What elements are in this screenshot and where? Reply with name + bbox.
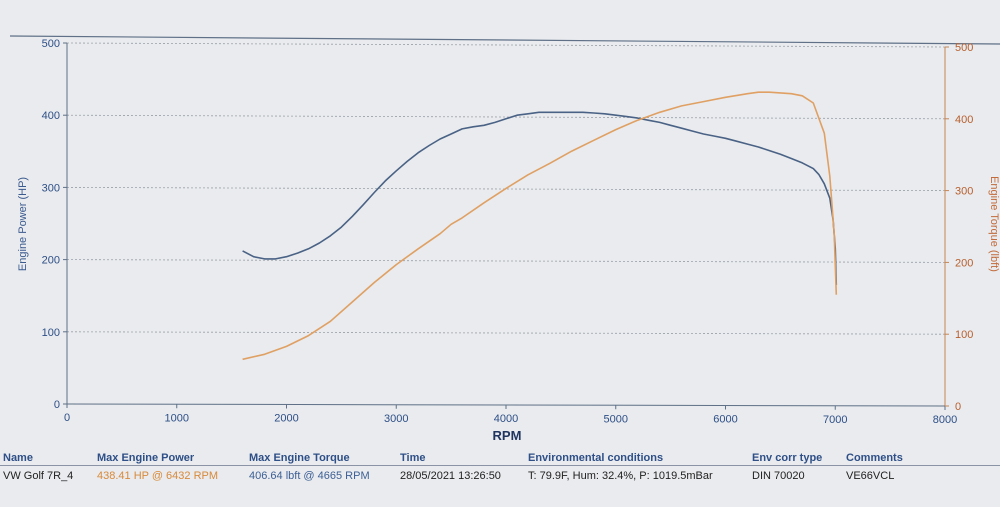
value-max-power: 438.41 HP @ 6432 RPM	[97, 470, 219, 482]
x-tick-label-5000: 5000	[604, 413, 628, 425]
y-left-tick-label-200: 200	[42, 255, 60, 267]
y-left-tick-label-100: 100	[42, 327, 60, 339]
y-left-tick-label-300: 300	[42, 182, 60, 194]
header-comments: Comments	[846, 452, 903, 464]
grid-line-100	[66, 331, 946, 335]
x-tick-labels: 0 1000 2000 3000 4000 5000 6000 7000 8000	[64, 404, 957, 426]
y-right-tick-label-500: 500	[955, 42, 973, 54]
y-right-tick-labels: 0 100 200 300 400 500	[945, 42, 973, 413]
y-left-tick-label-400: 400	[42, 110, 60, 122]
grid-line-200	[66, 259, 946, 263]
x-tick-label-7000: 7000	[823, 414, 847, 426]
y-left-axis-label: Engine Power (HP)	[17, 177, 29, 271]
x-tick-label-8000: 8000	[933, 414, 957, 426]
dyno-chart: 0 1000 2000 3000 4000 5000 6000 7000 8000 010020…	[9, 35, 1000, 443]
power-curve	[242, 111, 838, 285]
x-axis-label: RPM	[493, 428, 522, 443]
header-max-power: Max Engine Power	[97, 452, 195, 464]
x-tick-label-4000: 4000	[494, 413, 518, 425]
torque-curve	[242, 91, 838, 361]
value-env-corr: DIN 70020	[752, 470, 805, 482]
value-comments: VE66VCL	[846, 470, 895, 482]
header-env-corr: Env corr type	[752, 452, 823, 464]
top-border-line	[9, 35, 1000, 45]
value-name: VW Golf 7R_4	[3, 470, 74, 482]
x-tick-label-2000: 2000	[274, 413, 298, 425]
run-info-table: Name Max Engine Power Max Engine Torque …	[0, 449, 1000, 507]
y-left-tick-label-0: 0	[54, 399, 60, 411]
header-time: Time	[400, 452, 426, 464]
y-right-axis-label: Engine Torque (lbft)	[988, 176, 1000, 272]
x-tick-label-6000: 6000	[713, 414, 737, 426]
y-right-tick-label-200: 200	[955, 257, 973, 269]
header-name: Name	[3, 452, 33, 464]
x-tick-label-3000: 3000	[384, 413, 408, 425]
series-lines	[242, 91, 838, 361]
header-max-torque: Max Engine Torque	[249, 452, 350, 464]
header-divider	[0, 465, 1000, 466]
y-right-tick-label-300: 300	[955, 186, 973, 198]
axes	[66, 43, 946, 407]
grid-line-500	[66, 42, 946, 48]
y-left-tick-labels: 0 100 200 300 400 500	[42, 38, 67, 411]
y-right-tick-label-400: 400	[955, 114, 973, 126]
x-tick-label-1000: 1000	[165, 412, 189, 424]
y-left-tick-label-500: 500	[42, 38, 60, 50]
value-env: T: 79.9F, Hum: 32.4%, P: 1019.5mBar	[528, 470, 713, 482]
y-right-tick-label-100: 100	[955, 329, 973, 341]
value-time: 28/05/2021 13:26:50	[400, 470, 501, 482]
x-tick-label-0: 0	[64, 412, 70, 424]
header-env: Environmental conditions	[528, 452, 664, 464]
value-max-torque: 406.64 lbft @ 4665 RPM	[249, 470, 370, 482]
y-right-tick-label-0: 0	[955, 401, 961, 413]
